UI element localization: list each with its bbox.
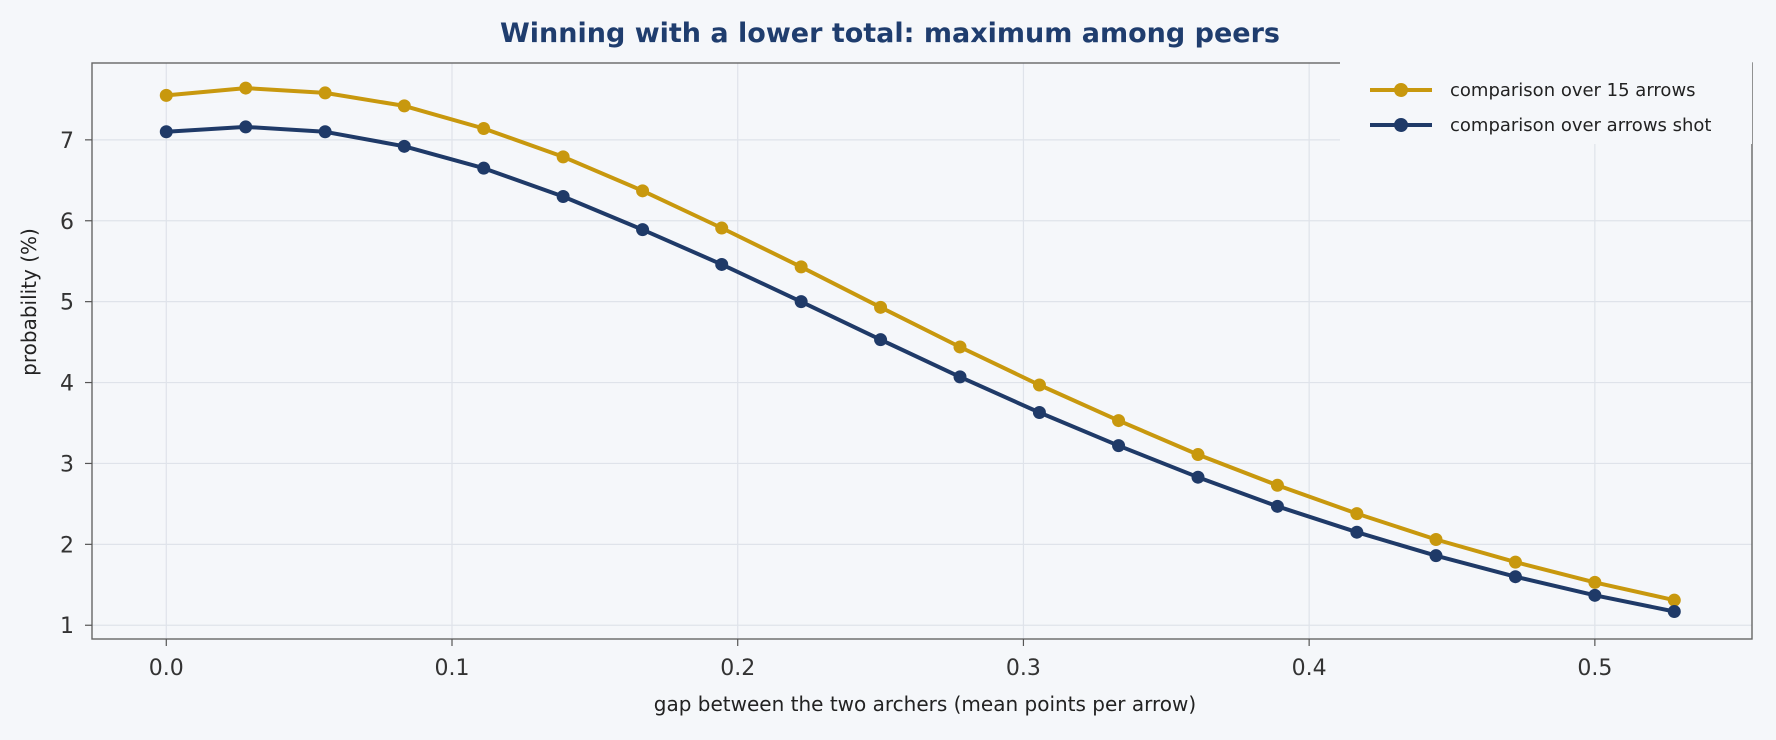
data-point <box>794 260 808 274</box>
data-point <box>1667 604 1681 618</box>
legend: comparison over 15 arrows comparison over… <box>1340 52 1752 144</box>
data-point <box>1429 549 1443 563</box>
gridlines <box>92 63 1752 639</box>
x-tick-label: 0.1 <box>435 656 470 681</box>
y-tick-label: 4 <box>60 372 74 397</box>
plot-frame <box>91 62 1753 640</box>
data-point <box>1032 405 1046 419</box>
data-point <box>1588 588 1602 602</box>
data-point <box>1112 414 1126 428</box>
data-point <box>159 88 173 102</box>
data-point <box>953 340 967 354</box>
y-tick-label: 7 <box>60 129 74 154</box>
data-point <box>397 139 411 153</box>
data-point <box>477 161 491 175</box>
data-point <box>318 86 332 100</box>
data-point <box>477 122 491 136</box>
data-point <box>953 370 967 384</box>
data-point <box>1270 478 1284 492</box>
legend-box <box>1340 52 1752 144</box>
data-point <box>239 81 253 95</box>
x-axis-label: gap between the two archers (mean points… <box>654 692 1196 716</box>
y-axis-label: probability (%) <box>17 228 41 376</box>
data-point <box>239 120 253 134</box>
data-point <box>1191 448 1205 462</box>
data-point <box>794 295 808 309</box>
data-point <box>1508 570 1522 584</box>
data-point <box>159 125 173 139</box>
data-point <box>318 125 332 139</box>
y-tick-label: 1 <box>60 614 74 639</box>
data-point <box>636 184 650 198</box>
data-point <box>1112 439 1126 453</box>
data-point <box>1667 593 1681 607</box>
data-point <box>874 333 888 347</box>
series-line <box>166 124 1675 614</box>
chart-title: Winning with a lower total: maximum amon… <box>500 18 1280 49</box>
x-axis: 0.0 0.1 0.2 0.3 0.4 0.5 <box>149 639 1612 681</box>
legend-label: comparison over arrows shot <box>1450 115 1712 136</box>
data-point <box>715 257 729 271</box>
y-tick-label: 2 <box>60 533 74 558</box>
x-tick-label: 0.2 <box>720 656 755 681</box>
data-point <box>636 223 650 237</box>
y-axis: 1 2 3 4 5 6 7 <box>60 129 92 639</box>
series-line <box>166 86 1675 603</box>
series-1 <box>159 81 1681 607</box>
legend-item: comparison over arrows shot <box>1370 115 1712 136</box>
data-point <box>874 300 888 314</box>
data-point <box>1508 555 1522 569</box>
y-tick-label: 6 <box>60 210 74 235</box>
data-point <box>1270 499 1284 513</box>
data-point <box>1429 532 1443 546</box>
x-tick-label: 0.4 <box>1292 656 1327 681</box>
x-tick-label: 0.3 <box>1006 656 1041 681</box>
x-tick-label: 0.5 <box>1577 656 1612 681</box>
data-point <box>1350 525 1364 539</box>
data-point <box>715 221 729 235</box>
x-tick-label: 0.0 <box>149 656 184 681</box>
legend-item: comparison over 15 arrows <box>1370 80 1696 101</box>
series-layer <box>159 81 1681 618</box>
legend-label: comparison over 15 arrows <box>1450 80 1696 101</box>
legend-marker <box>1394 118 1408 132</box>
data-point <box>556 189 570 203</box>
data-point <box>1032 378 1046 392</box>
data-point <box>1191 470 1205 484</box>
data-point <box>1350 507 1364 521</box>
data-point <box>556 150 570 164</box>
data-point <box>397 99 411 113</box>
legend-marker <box>1394 83 1408 97</box>
series-2 <box>159 120 1681 618</box>
y-tick-label: 3 <box>60 452 74 477</box>
y-tick-label: 5 <box>60 291 74 316</box>
data-point <box>1588 575 1602 589</box>
